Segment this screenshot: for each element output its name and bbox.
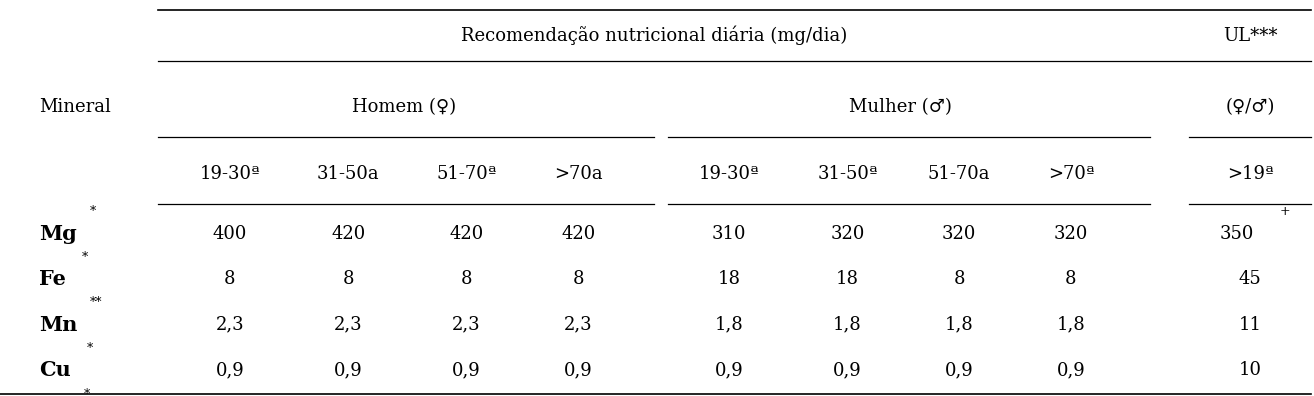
Text: 2,3: 2,3 <box>452 316 481 334</box>
Text: 2,3: 2,3 <box>564 316 593 334</box>
Text: >70a: >70a <box>553 165 603 183</box>
Text: 11: 11 <box>1239 316 1261 334</box>
Text: Mulher (♂): Mulher (♂) <box>849 98 951 116</box>
Text: 420: 420 <box>331 225 365 243</box>
Text: 350: 350 <box>1219 225 1255 243</box>
Text: 0,9: 0,9 <box>215 361 244 379</box>
Text: Mineral: Mineral <box>39 98 112 116</box>
Text: +: + <box>1280 206 1290 218</box>
Text: 31-50a: 31-50a <box>317 165 380 183</box>
Text: UL***: UL*** <box>1223 27 1277 45</box>
Text: 0,9: 0,9 <box>945 361 974 379</box>
Text: 0,9: 0,9 <box>1056 361 1085 379</box>
Text: 1,8: 1,8 <box>715 316 744 334</box>
Text: 1,8: 1,8 <box>1056 316 1085 334</box>
Text: 400: 400 <box>213 225 247 243</box>
Text: *: * <box>89 206 96 218</box>
Text: 2,3: 2,3 <box>334 316 363 334</box>
Text: 0,9: 0,9 <box>564 361 593 379</box>
Text: 19-30ª: 19-30ª <box>200 165 260 183</box>
Text: 320: 320 <box>1054 225 1088 243</box>
Text: (♀/♂): (♀/♂) <box>1226 98 1275 116</box>
Text: Mn: Mn <box>39 315 78 335</box>
Text: 10: 10 <box>1239 361 1261 379</box>
Text: Mg: Mg <box>39 224 78 244</box>
Text: *: * <box>84 388 91 396</box>
Text: 8: 8 <box>461 270 472 288</box>
Text: 1,8: 1,8 <box>833 316 862 334</box>
Text: 320: 320 <box>942 225 976 243</box>
Text: 8: 8 <box>1066 270 1076 288</box>
Text: 0,9: 0,9 <box>334 361 363 379</box>
Text: 45: 45 <box>1239 270 1261 288</box>
Text: 310: 310 <box>712 225 746 243</box>
Text: Cu: Cu <box>39 360 71 380</box>
Text: 420: 420 <box>449 225 484 243</box>
Text: 31-50ª: 31-50ª <box>817 165 878 183</box>
Text: 51-70a: 51-70a <box>928 165 991 183</box>
Text: 8: 8 <box>225 270 235 288</box>
Text: 18: 18 <box>836 270 859 288</box>
Text: *: * <box>81 251 88 264</box>
Text: 0,9: 0,9 <box>715 361 744 379</box>
Text: 0,9: 0,9 <box>833 361 862 379</box>
Text: 8: 8 <box>954 270 964 288</box>
Text: 8: 8 <box>573 270 583 288</box>
Text: Homem (♀): Homem (♀) <box>352 98 456 116</box>
Text: 0,9: 0,9 <box>452 361 481 379</box>
Text: >70ª: >70ª <box>1047 165 1095 183</box>
Text: **: ** <box>89 297 102 309</box>
Text: 19-30ª: 19-30ª <box>699 165 759 183</box>
Text: 2,3: 2,3 <box>215 316 244 334</box>
Text: 1,8: 1,8 <box>945 316 974 334</box>
Text: Recomendação nutricional diária (mg/dia): Recomendação nutricional diária (mg/dia) <box>461 26 846 46</box>
Text: 18: 18 <box>717 270 741 288</box>
Text: 8: 8 <box>343 270 353 288</box>
Text: 420: 420 <box>561 225 595 243</box>
Text: Fe: Fe <box>39 269 66 289</box>
Text: 320: 320 <box>830 225 865 243</box>
Text: >19ª: >19ª <box>1227 165 1273 183</box>
Text: *: * <box>87 342 93 355</box>
Text: 51-70ª: 51-70ª <box>436 165 497 183</box>
